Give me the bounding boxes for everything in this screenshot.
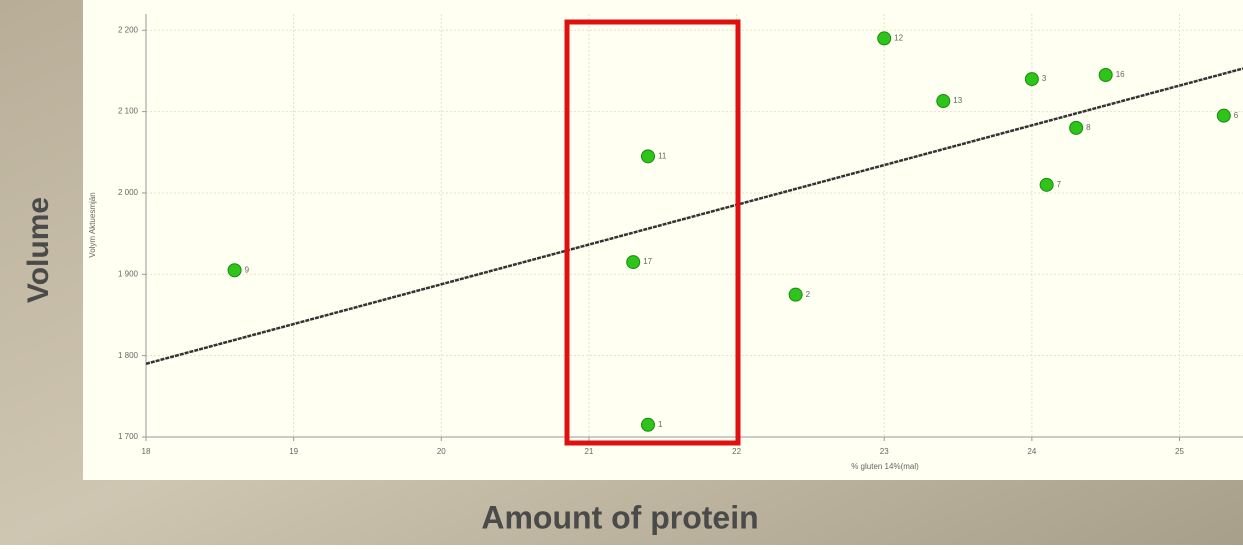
point-label: 2 xyxy=(806,290,811,299)
point xyxy=(878,32,891,45)
y-tick-label: 2 000 xyxy=(118,188,139,197)
point xyxy=(789,288,802,301)
y-tick-label: 1 900 xyxy=(118,269,139,278)
y-tick-label: 1 800 xyxy=(118,351,139,360)
y-axis-title: Volym Aktuesmjän xyxy=(88,192,97,257)
point xyxy=(937,95,950,108)
point-label: 9 xyxy=(245,265,250,274)
point xyxy=(1040,178,1053,191)
point-label: 13 xyxy=(953,96,962,105)
point xyxy=(641,418,654,431)
x-tick-label: 25 xyxy=(1175,447,1184,456)
chart: 1 7001 8001 9002 0002 1002 2001819202122… xyxy=(0,0,1243,545)
y-tick-label: 2 100 xyxy=(118,107,139,116)
point xyxy=(228,264,241,277)
point-label: 3 xyxy=(1042,74,1047,83)
x-tick-label: 23 xyxy=(880,447,889,456)
point-label: 7 xyxy=(1057,180,1062,189)
point xyxy=(1025,73,1038,86)
point xyxy=(1099,69,1112,82)
point xyxy=(1217,109,1230,122)
x-tick-label: 19 xyxy=(289,447,298,456)
x-axis-title: % gluten 14%(mal) xyxy=(851,462,919,471)
y-tick-label: 1 700 xyxy=(118,432,139,441)
x-tick-label: 24 xyxy=(1027,447,1036,456)
y-tick-label: 2 200 xyxy=(118,25,139,34)
point xyxy=(641,150,654,163)
point xyxy=(627,256,640,269)
point xyxy=(1070,121,1083,134)
point-label: 11 xyxy=(658,151,667,160)
point-label: 12 xyxy=(894,34,903,43)
point-label: 16 xyxy=(1116,70,1125,79)
outer-x-label: Amount of protein xyxy=(481,499,758,535)
point-label: 17 xyxy=(643,257,652,266)
x-tick-label: 21 xyxy=(584,447,593,456)
point-label: 1 xyxy=(658,420,663,429)
x-tick-label: 18 xyxy=(142,447,151,456)
x-tick-label: 22 xyxy=(732,447,741,456)
chart-panel xyxy=(83,0,1243,480)
x-tick-label: 20 xyxy=(437,447,446,456)
outer-y-label: Volume xyxy=(22,197,55,303)
point-label: 8 xyxy=(1086,123,1091,132)
point-label: 6 xyxy=(1234,111,1239,120)
